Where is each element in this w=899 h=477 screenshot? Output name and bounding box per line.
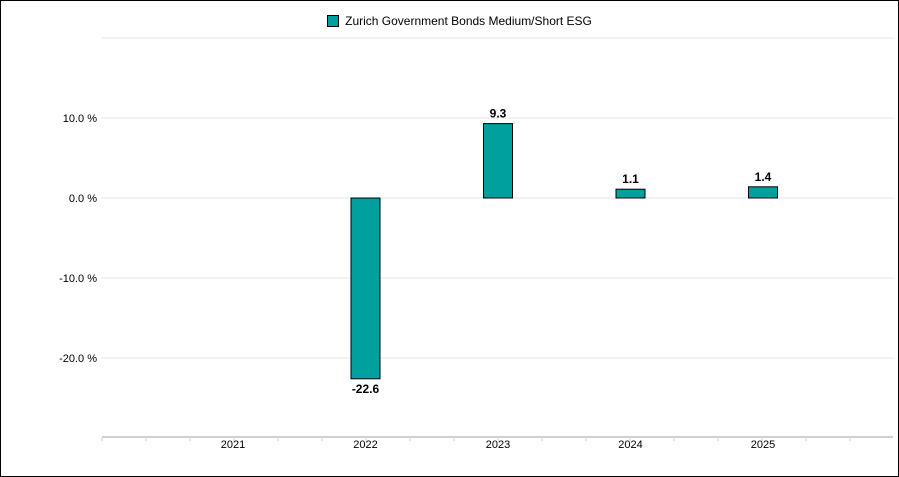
data-label: 9.3 [490,107,507,121]
bars: -22.6 9.3 1.1 1.4 [350,107,778,396]
data-label: 1.1 [622,172,639,186]
y-tick-label: 0.0 % [69,193,97,205]
x-axis: 2021 2022 2023 2024 2025 [101,436,893,451]
x-tick-label: 2021 [221,439,245,451]
bar [615,188,646,199]
legend-swatch [327,15,340,27]
y-tick-label: -20.0 % [59,353,97,365]
x-tick-label: 2023 [486,439,510,451]
x-tick-label: 2025 [751,439,775,451]
data-label: 1.4 [755,170,772,184]
y-tick-label: -10.0 % [59,273,97,285]
x-tick-label: 2022 [353,439,377,451]
legend-label: Zurich Government Bonds Medium/Short ESG [345,14,592,28]
legend: Zurich Government Bonds Medium/Short ESG [1,14,899,28]
y-tick-label: 10.0 % [63,113,97,125]
bar [483,123,513,199]
x-tick-label: 2024 [618,439,642,451]
bar [748,186,778,199]
data-label: -22.6 [352,382,380,396]
bar [350,197,381,380]
y-axis: 10.0 % 0.0 % -10.0 % -20.0 % [59,113,97,365]
